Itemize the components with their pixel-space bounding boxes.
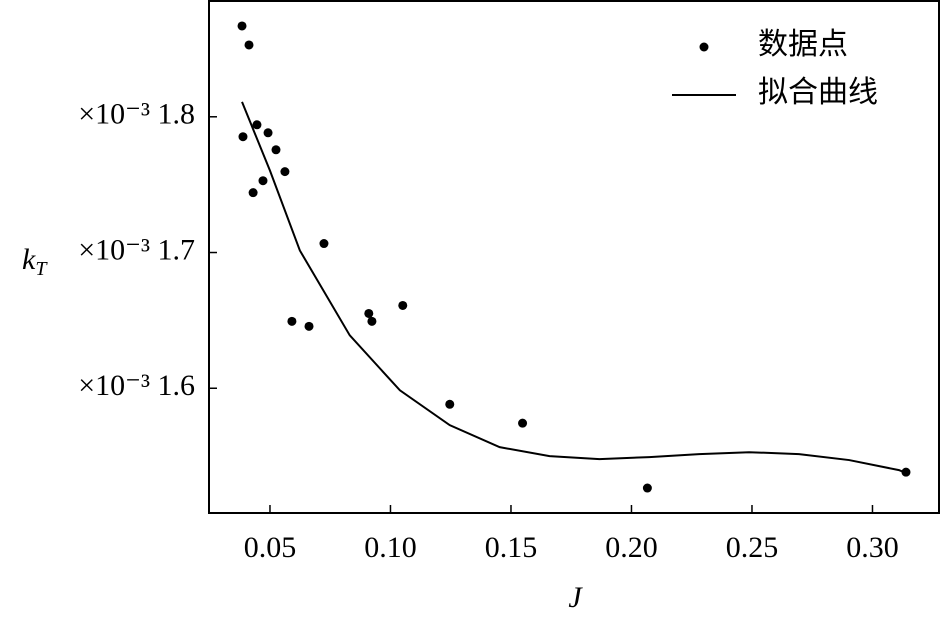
data-point xyxy=(248,188,258,198)
y-axis-label-sub: T xyxy=(35,258,48,280)
data-point xyxy=(319,239,329,249)
legend-label: 数据点 xyxy=(758,28,848,61)
x-tick-label: 0.25 xyxy=(726,531,779,564)
x-tick-label: 0.15 xyxy=(485,531,538,564)
data-point xyxy=(518,418,528,428)
data-point xyxy=(287,316,297,326)
data-point xyxy=(238,132,248,142)
y-axis-label-main: k xyxy=(22,243,36,276)
x-tick-label: 0.10 xyxy=(364,531,417,564)
y-tick-label: ×10⁻³ 1.8 xyxy=(78,98,195,131)
plot-frame xyxy=(208,0,940,514)
data-point xyxy=(258,176,268,186)
legend-marker xyxy=(699,42,709,52)
data-point xyxy=(271,145,281,155)
y-tick-label: ×10⁻³ 1.7 xyxy=(78,233,195,266)
fit-line xyxy=(241,101,907,475)
x-tick-label: 0.20 xyxy=(605,531,658,564)
x-tick-label: 0.30 xyxy=(846,531,899,564)
data-point xyxy=(364,308,374,318)
data-point xyxy=(642,483,652,493)
x-axis-label: J xyxy=(568,581,583,614)
y-axis-label: kT xyxy=(22,243,48,280)
data-point xyxy=(252,120,262,130)
data-point xyxy=(304,321,314,331)
data-point xyxy=(263,128,273,138)
data-point xyxy=(244,40,254,50)
data-point xyxy=(445,399,455,409)
y-tick-label: ×10⁻³ 1.6 xyxy=(78,369,195,402)
x-tick-label: 0.05 xyxy=(244,531,297,564)
data-point xyxy=(367,316,377,326)
data-point xyxy=(398,300,408,310)
legend-label: 拟合曲线 xyxy=(758,76,878,109)
data-point xyxy=(280,167,290,177)
data-point xyxy=(237,21,247,31)
